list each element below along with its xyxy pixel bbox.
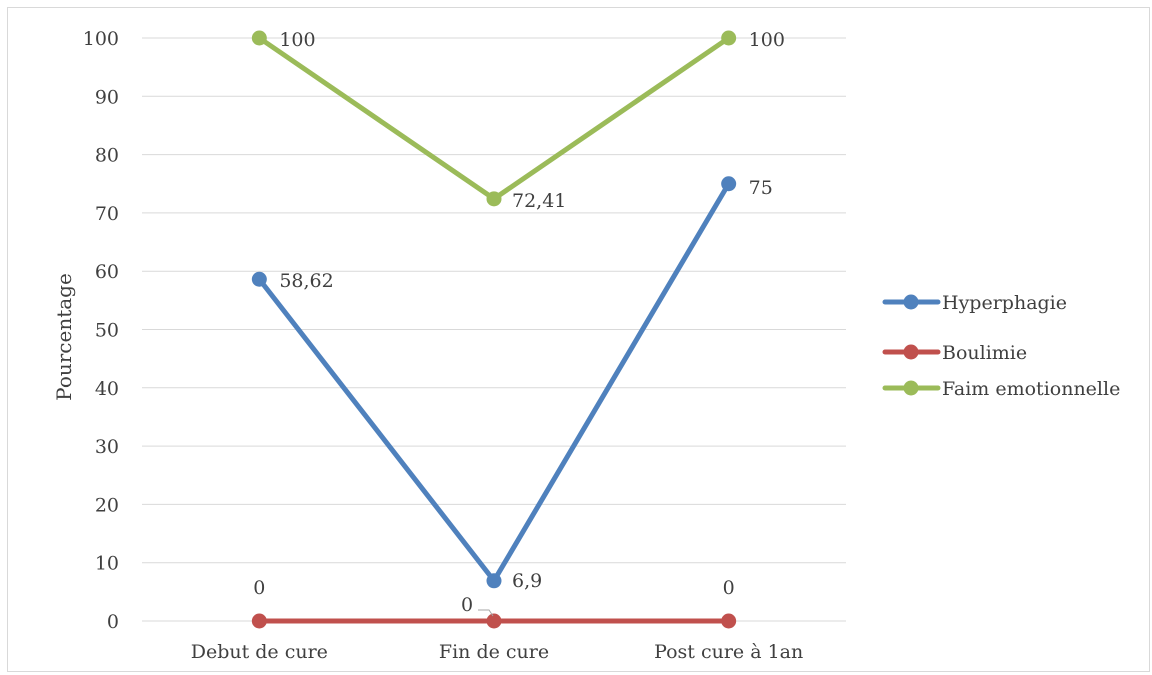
data-point xyxy=(486,613,502,629)
legend-label: Faim emotionnelle xyxy=(942,378,1120,400)
y-tick-label: 100 xyxy=(83,28,119,50)
data-label: 72,41 xyxy=(512,190,566,212)
series-line xyxy=(256,35,732,202)
y-tick-label: 90 xyxy=(95,86,119,108)
series-boulimie xyxy=(251,613,737,629)
data-label: 58,62 xyxy=(279,270,333,292)
series-lines xyxy=(251,30,737,629)
data-point xyxy=(721,613,737,629)
y-tick-label: 80 xyxy=(95,145,119,167)
legend-marker xyxy=(903,344,919,360)
data-label: 100 xyxy=(749,29,785,51)
data-label: 0 xyxy=(723,577,735,599)
series-faim-emotionnelle xyxy=(251,30,737,207)
data-label: 6,9 xyxy=(512,570,542,592)
y-tick-label: 50 xyxy=(95,320,119,342)
legend-item: Faim emotionnelle xyxy=(882,378,1120,400)
legend-item: Hyperphagie xyxy=(882,292,1067,314)
gridlines xyxy=(142,37,846,622)
legend-item: Boulimie xyxy=(882,342,1027,364)
data-point xyxy=(486,573,502,589)
data-label: 0 xyxy=(253,577,265,599)
x-axis-categories: Debut de cure Fin de cure Post cure à 1an xyxy=(191,641,804,663)
data-label: 0 xyxy=(461,594,473,616)
series-line xyxy=(256,181,732,584)
y-tick-label: 10 xyxy=(95,553,119,575)
legend: Hyperphagie Boulimie Faim emotionnelle xyxy=(882,292,1120,400)
data-label: 100 xyxy=(279,29,315,51)
data-label: 75 xyxy=(749,177,773,199)
y-tick-label: 20 xyxy=(95,494,119,516)
y-tick-label: 40 xyxy=(95,378,119,400)
label-leader-line xyxy=(478,609,494,617)
line-chart: 0 10 20 30 40 50 60 70 80 90 100 Debut de cure Fin … xyxy=(52,28,1120,663)
y-tick-label: 0 xyxy=(107,611,119,633)
data-point xyxy=(251,613,267,629)
y-tick-label: 30 xyxy=(95,436,119,458)
y-axis-ticks: 0 10 20 30 40 50 60 70 80 90 100 xyxy=(83,28,119,633)
legend-marker xyxy=(903,294,919,310)
series-hyperphagie xyxy=(251,176,737,589)
x-category-label: Post cure à 1an xyxy=(654,641,803,663)
data-point xyxy=(251,30,267,46)
legend-marker xyxy=(903,380,919,396)
data-point xyxy=(486,191,502,207)
x-category-label: Debut de cure xyxy=(191,641,328,663)
legend-label: Boulimie xyxy=(942,342,1027,364)
y-axis-title: Pourcentage xyxy=(52,273,76,401)
y-tick-label: 60 xyxy=(95,261,119,283)
data-point xyxy=(721,176,737,192)
data-labels: 58,62 6,9 75 0 0 0 100 72,41 100 xyxy=(253,29,785,617)
legend-label: Hyperphagie xyxy=(942,292,1067,314)
y-tick-label: 70 xyxy=(95,203,119,225)
chart-frame: 0 10 20 30 40 50 60 70 80 90 100 Debut de cure Fin … xyxy=(7,7,1150,672)
data-point xyxy=(251,271,267,287)
x-category-label: Fin de cure xyxy=(439,641,549,663)
data-point xyxy=(721,30,737,46)
